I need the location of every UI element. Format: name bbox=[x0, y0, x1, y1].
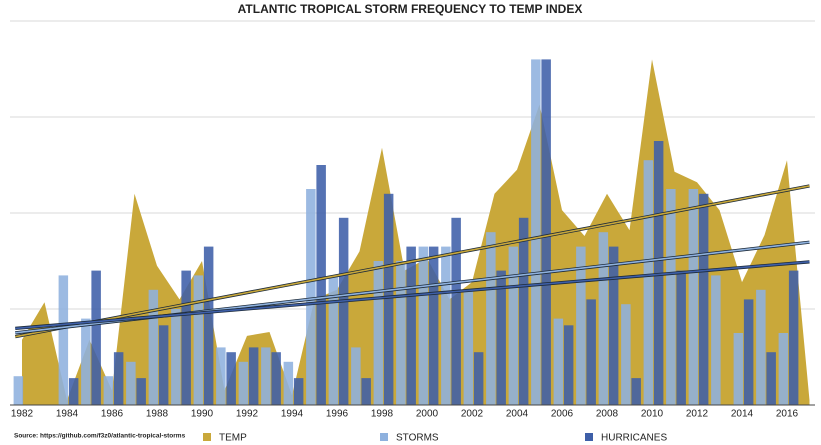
legend-swatch bbox=[203, 433, 211, 441]
bar bbox=[271, 352, 281, 405]
bar bbox=[203, 246, 214, 405]
x-tick-label: 1992 bbox=[236, 409, 259, 420]
x-tick-label: 2014 bbox=[731, 409, 754, 420]
x-tick-label: 1996 bbox=[326, 409, 349, 420]
bar bbox=[406, 246, 416, 405]
bar bbox=[473, 352, 484, 405]
bar bbox=[226, 352, 236, 405]
bar bbox=[766, 352, 776, 405]
x-tick-label: 1982 bbox=[11, 409, 34, 420]
bar bbox=[158, 325, 169, 405]
bar bbox=[148, 289, 159, 405]
bar bbox=[676, 270, 686, 405]
x-tick-label: 1986 bbox=[101, 409, 124, 420]
x-tick-label: 1998 bbox=[371, 409, 394, 420]
bar bbox=[261, 347, 271, 405]
bar bbox=[563, 325, 574, 405]
bar bbox=[113, 352, 124, 405]
bar bbox=[136, 378, 146, 405]
bar bbox=[788, 270, 799, 405]
bar bbox=[608, 246, 619, 405]
bar bbox=[193, 275, 204, 405]
bar bbox=[103, 376, 114, 405]
legend-label: TEMP bbox=[219, 433, 247, 444]
bar bbox=[441, 246, 451, 405]
bar bbox=[531, 59, 541, 406]
x-tick-label: 1994 bbox=[281, 409, 304, 420]
x-tick-label: 2000 bbox=[416, 409, 439, 420]
bar bbox=[496, 270, 506, 405]
x-tick-label: 2012 bbox=[686, 409, 709, 420]
bar bbox=[621, 304, 631, 405]
bar bbox=[631, 378, 641, 405]
bar bbox=[338, 217, 349, 405]
bar bbox=[216, 347, 226, 405]
bar bbox=[541, 59, 551, 406]
source-note: Source: https://github.com/f3z0/atlantic… bbox=[14, 433, 186, 440]
bar bbox=[688, 189, 699, 405]
legend-swatch bbox=[585, 433, 593, 441]
x-tick-label: 2002 bbox=[461, 409, 484, 420]
bar bbox=[351, 347, 361, 405]
x-tick-label: 2008 bbox=[596, 409, 619, 420]
bar bbox=[553, 318, 564, 405]
x-tick-label: 1984 bbox=[56, 409, 79, 420]
bar bbox=[373, 261, 384, 405]
bar bbox=[418, 246, 429, 405]
bar bbox=[13, 376, 24, 405]
bar bbox=[396, 261, 406, 405]
bar bbox=[463, 289, 474, 405]
bar bbox=[451, 217, 461, 405]
bar bbox=[58, 275, 69, 405]
bar bbox=[778, 333, 789, 405]
bar bbox=[743, 299, 754, 405]
bar bbox=[306, 189, 316, 405]
legend-label: HURRICANES bbox=[601, 433, 667, 444]
bar bbox=[508, 246, 519, 405]
bar bbox=[126, 361, 136, 405]
x-tick-label: 2006 bbox=[551, 409, 574, 420]
bar bbox=[486, 232, 496, 405]
bar bbox=[428, 246, 439, 405]
bar bbox=[283, 361, 294, 405]
legend-swatch bbox=[380, 433, 388, 441]
x-tick-label: 2004 bbox=[506, 409, 529, 420]
bar bbox=[361, 378, 371, 405]
bar bbox=[383, 193, 394, 405]
bar bbox=[643, 160, 654, 405]
bar bbox=[293, 378, 304, 405]
chart-title: ATLANTIC TROPICAL STORM FREQUENCY TO TEM… bbox=[238, 2, 583, 16]
bar bbox=[711, 275, 721, 405]
legend-label: STORMS bbox=[396, 433, 439, 444]
bar bbox=[181, 270, 191, 405]
bar bbox=[171, 309, 181, 405]
trend-line bbox=[15, 185, 810, 338]
bar bbox=[91, 270, 101, 405]
bar bbox=[598, 232, 609, 405]
bar bbox=[238, 361, 249, 405]
bar bbox=[756, 289, 766, 405]
bar bbox=[576, 246, 586, 405]
bar bbox=[666, 189, 676, 405]
x-tick-label: 1988 bbox=[146, 409, 169, 420]
x-tick-label: 2010 bbox=[641, 409, 664, 420]
trend-line bbox=[15, 261, 810, 330]
bar bbox=[733, 333, 744, 405]
x-tick-label: 2016 bbox=[776, 409, 799, 420]
bar bbox=[316, 165, 326, 405]
bar bbox=[328, 275, 339, 405]
bar bbox=[68, 378, 79, 405]
bar bbox=[698, 193, 709, 405]
bar bbox=[586, 299, 596, 405]
bar bbox=[518, 217, 529, 405]
bar bbox=[248, 347, 259, 405]
x-tick-label: 1990 bbox=[191, 409, 214, 420]
bar bbox=[81, 318, 91, 405]
